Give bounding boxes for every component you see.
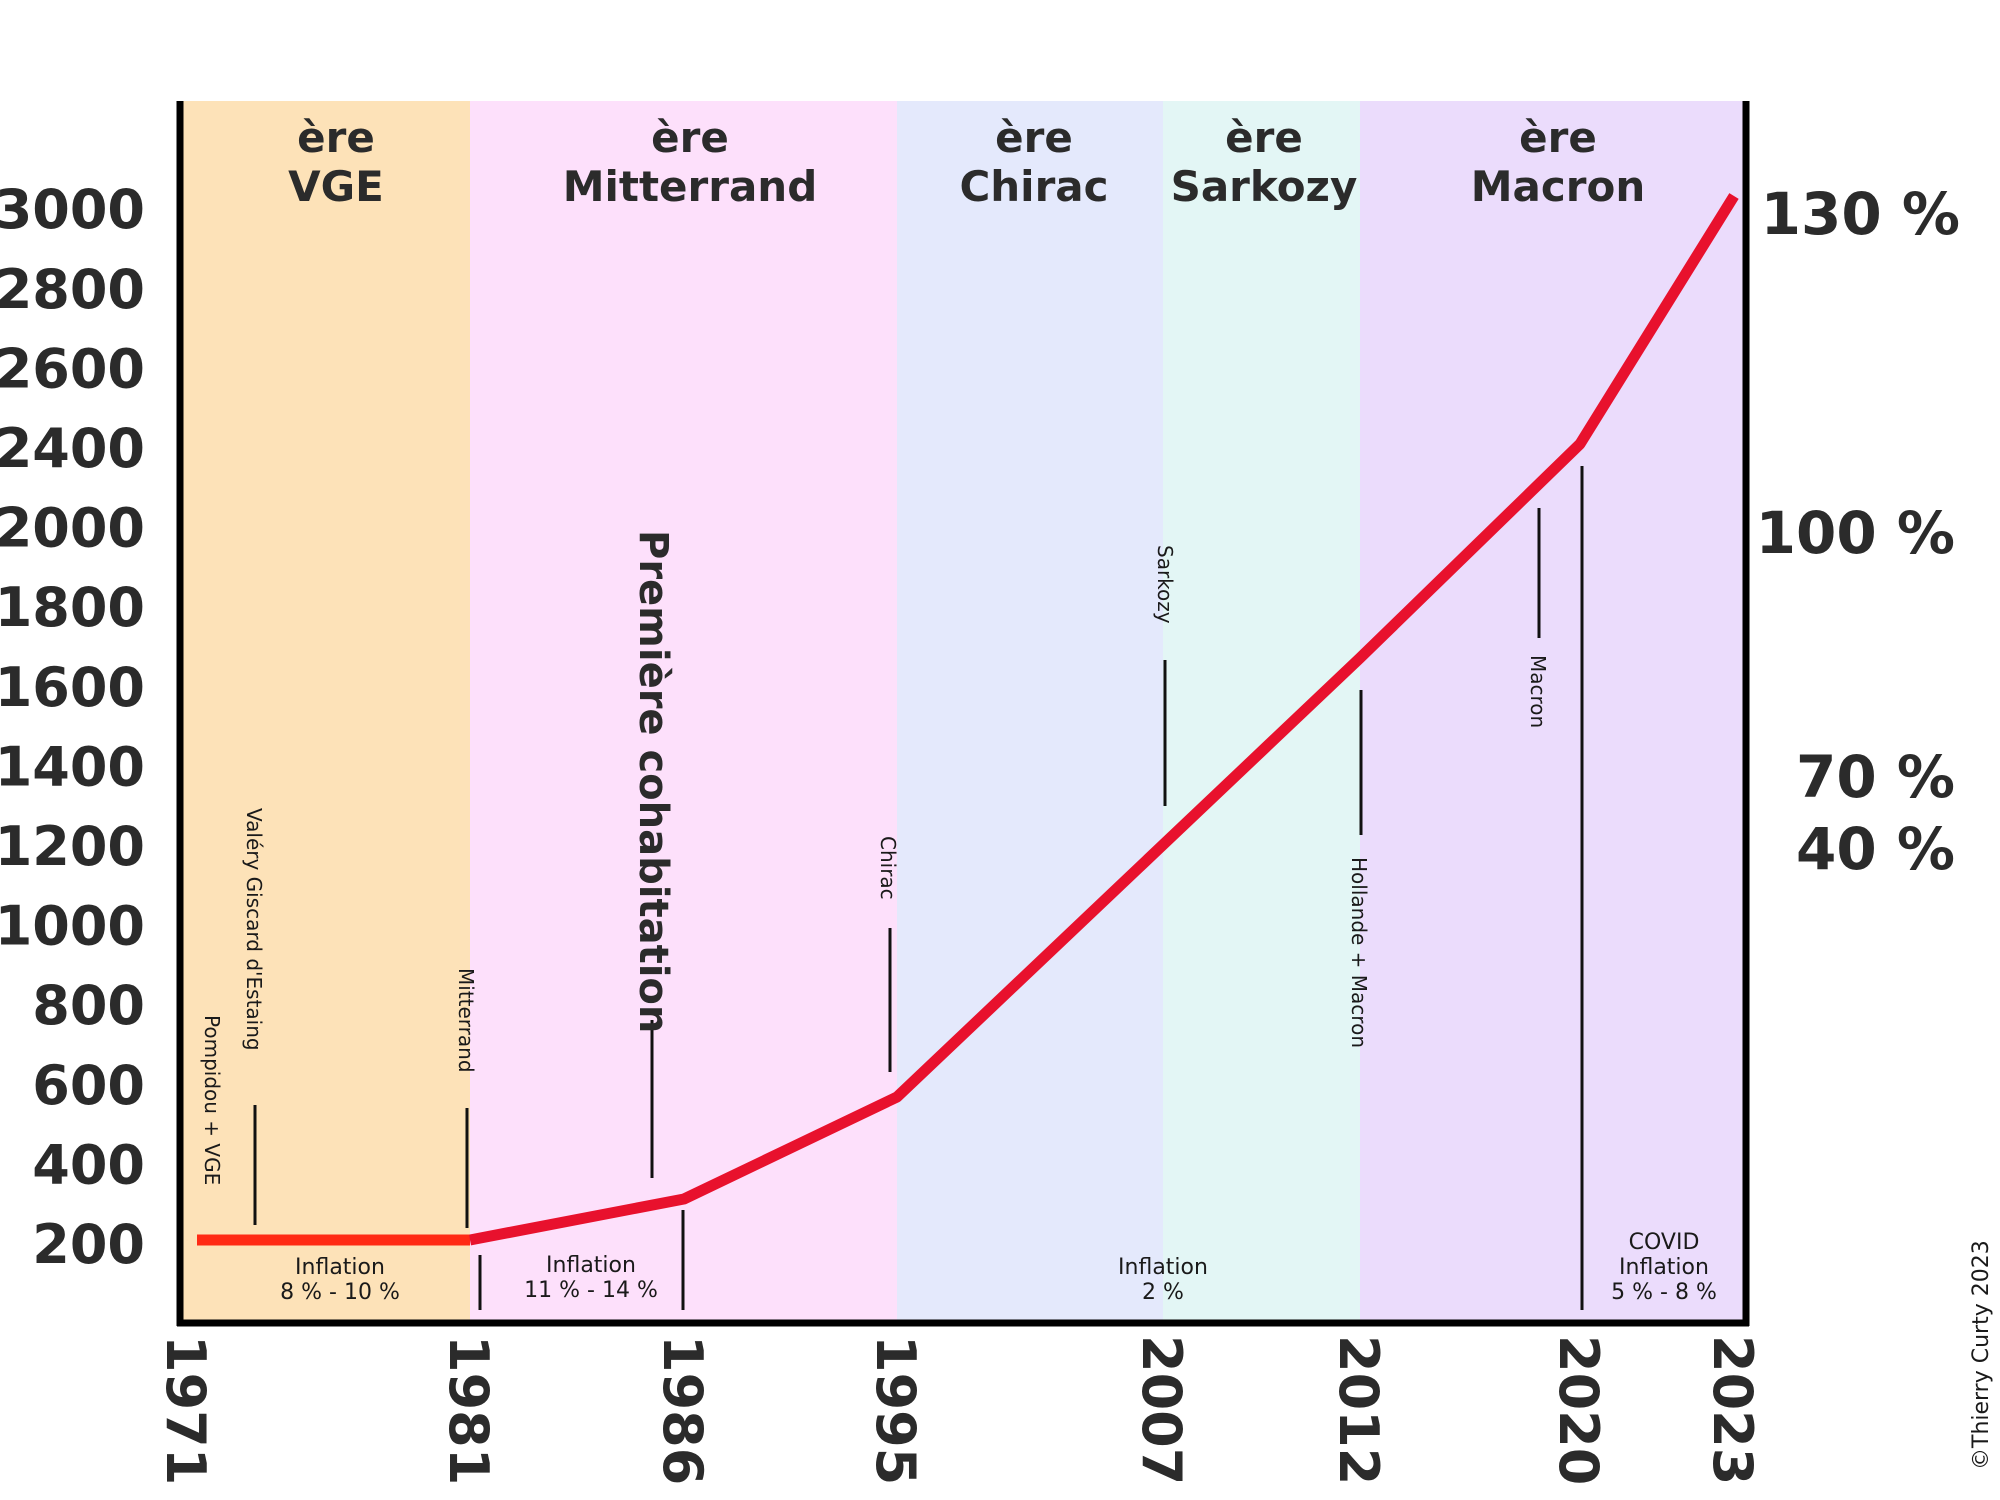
x-tick-2020: 2020 <box>1547 1335 1610 1485</box>
era-vge-top: ère <box>297 113 375 162</box>
era-band-0 <box>183 101 470 1323</box>
label-pompidou: Pompidou + VGE <box>200 1015 224 1185</box>
inflation-vge-value: 8 % - 10 % <box>280 1280 400 1305</box>
era-band-3 <box>1163 101 1360 1323</box>
y-tick-600: 600 <box>32 1054 145 1117</box>
series-line-0 <box>468 193 1739 1246</box>
x-tick-1986: 1986 <box>651 1335 714 1485</box>
x-tick-1971: 1971 <box>154 1335 217 1485</box>
x-tick-2023: 2023 <box>1701 1335 1764 1485</box>
era-macron-top: ère <box>1519 113 1597 162</box>
pct-label-70: 70 % <box>1796 743 1955 811</box>
era-mitterrand-top: ère <box>651 113 729 162</box>
inflation-covid-value: 5 % - 8 % <box>1611 1280 1717 1305</box>
inflation-covid-line1: COVID <box>1629 1230 1700 1255</box>
label-sarkozy: Sarkozy <box>1153 545 1177 624</box>
label-cohabitation: Première cohabitation <box>630 530 676 1033</box>
copyright: ©Thierry Curty 2023 <box>1969 1240 1994 1470</box>
y-tick-1200: 1200 <box>0 815 145 878</box>
y-tick-2600: 2600 <box>0 337 145 400</box>
y-tick-2800: 2800 <box>0 258 145 321</box>
label-mitterrand: Mitterrand <box>454 968 478 1073</box>
era-chirac-name: Chirac <box>959 162 1108 211</box>
x-axis-ticks: 1971 1981 1986 1995 2007 2012 2020 2023 <box>154 1335 1764 1485</box>
y-axis-ticks: 200 400 600 800 1000 1200 1400 1600 1800 2000 2400… <box>0 178 145 1276</box>
y-tick-1400: 1400 <box>0 735 145 798</box>
era-mitterrand-name: Mitterrand <box>563 162 818 211</box>
plot-frame <box>176 101 1750 1327</box>
x-tick-1981: 1981 <box>437 1335 500 1485</box>
inflation-chirac-title: Inflation <box>1118 1255 1208 1280</box>
y-tick-2400: 2400 <box>0 417 145 480</box>
y-tick-400: 400 <box>32 1133 145 1196</box>
era-sarkozy-name: Sarkozy <box>1171 162 1358 211</box>
label-macron: Macron <box>1526 655 1550 728</box>
x-tick-2012: 2012 <box>1327 1335 1390 1485</box>
inflation-mitterrand-title: Inflation <box>546 1253 636 1278</box>
inflation-vge-title: Inflation <box>295 1255 385 1280</box>
era-chirac-top: ère <box>995 113 1073 162</box>
annotation-markers <box>253 466 1584 1310</box>
era-band-2 <box>897 101 1163 1323</box>
era-backgrounds <box>183 101 1743 1323</box>
y-tick-1000: 1000 <box>0 895 145 958</box>
series-layer <box>186 193 1739 1246</box>
y-tick-3000: 3000 <box>0 178 145 241</box>
label-valery: Valéry Giscard d'Estaing <box>242 808 266 1051</box>
x-tick-2007: 2007 <box>1130 1335 1193 1485</box>
label-hollande: Hollande + Macron <box>1347 857 1371 1048</box>
inflation-mitterrand-value: 11 % - 14 % <box>524 1278 658 1303</box>
era-band-4 <box>1360 101 1743 1323</box>
era-band-1 <box>470 101 897 1323</box>
y-tick-800: 800 <box>32 974 145 1037</box>
inflation-chirac-value: 2 % <box>1142 1280 1184 1305</box>
pct-label-40: 40 % <box>1796 815 1955 883</box>
y-tick-200: 200 <box>32 1213 145 1276</box>
era-sarkozy-top: ère <box>1225 113 1303 162</box>
x-tick-1995: 1995 <box>864 1335 927 1485</box>
y-tick-1600: 1600 <box>0 656 145 719</box>
pct-label-100: 100 % <box>1756 499 1955 567</box>
y-tick-1800: 1800 <box>0 576 145 639</box>
era-macron-name: Macron <box>1471 162 1646 211</box>
era-vge-name: VGE <box>288 162 384 211</box>
y-tick-2000: 2000 <box>0 497 145 560</box>
label-chirac: Chirac <box>876 836 900 900</box>
pct-label-130: 130 % <box>1761 180 1960 248</box>
inflation-covid-title: Inflation <box>1619 1255 1709 1280</box>
